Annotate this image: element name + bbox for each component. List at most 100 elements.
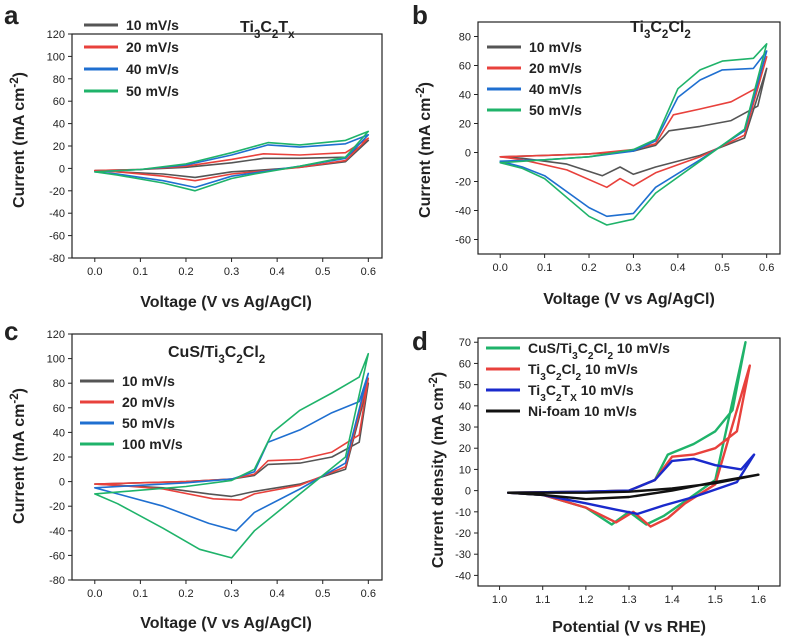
- axes-frame-c: [71, 333, 383, 581]
- y-tick-label-d: 10: [459, 464, 471, 476]
- y-tick-label-b: 20: [459, 119, 471, 131]
- legend-label-c-2: 20 mV/s: [122, 394, 175, 410]
- x-tick-label-c: 0.1: [133, 588, 148, 600]
- y-tick-label-a: 120: [47, 29, 65, 41]
- x-tick-label-a: 0.5: [315, 266, 330, 278]
- legend-label-d-1: CuS/Ti3C2Cl2 10 mV/s: [528, 340, 670, 362]
- y-tick-label-b: -40: [455, 206, 471, 218]
- legend-label-a-4: 50 mV/s: [126, 83, 179, 99]
- y-axis-label-a: Current (mA cm-2): [9, 72, 28, 208]
- x-axis-label-b: Voltage (V vs Ag/AgCl): [543, 291, 715, 308]
- y-tick-label-c: 60: [53, 403, 65, 415]
- x-tick-label-c: 0.2: [178, 588, 193, 600]
- y-tick-label-d: 20: [459, 443, 471, 455]
- axes-frame-a: [71, 33, 383, 259]
- y-tick-label-a: 40: [53, 119, 65, 131]
- plot-area-c: 0.0 0.1 0.2 0.3 0.4 0.5 0.6 -80 -60 -40 -20 0 20 40 60…: [47, 329, 383, 600]
- x-axis-label-a: Voltage (V vs Ag/AgCl): [140, 294, 312, 311]
- x-tick-label-c: 0.3: [224, 588, 239, 600]
- series-line-a-2: [94, 137, 370, 182]
- y-tick-label-a: -60: [49, 231, 65, 243]
- y-tick-label-b: 60: [459, 61, 471, 73]
- x-tick-label-b: 0.0: [493, 262, 508, 274]
- legend-label-d-2: Ti3C2Cl2 10 mV/s: [528, 361, 638, 383]
- panel-label-c: c: [4, 316, 18, 346]
- series-line-a-3: [94, 134, 370, 189]
- x-tick-label-d: 1.4: [664, 594, 679, 606]
- x-tick-label-b: 0.3: [626, 262, 641, 274]
- x-tick-label-a: 0.6: [361, 266, 376, 278]
- y-tick-label-d: 50: [459, 380, 471, 392]
- panel-a: a Ti3C2Tx Voltage (V vs Ag/AgCl) Current…: [4, 0, 312, 311]
- legend-label-c-1: 10 mV/s: [122, 373, 175, 389]
- x-tick-label-b: 0.5: [715, 262, 730, 274]
- y-axis-label-d: Current density (mA cm-2): [428, 372, 447, 568]
- x-tick-label-a: 0.4: [269, 266, 284, 278]
- x-tick-label-d: 1.1: [535, 594, 550, 606]
- panel-title-a: Ti3C2Tx: [240, 19, 295, 41]
- axes-frame-b: [477, 21, 781, 255]
- legend-label-d-4: Ni-foam 10 mV/s: [528, 403, 637, 419]
- legend-label-b-3: 40 mV/s: [529, 81, 582, 97]
- x-tick-label-b: 0.2: [581, 262, 596, 274]
- y-tick-label-a: -40: [49, 208, 65, 220]
- x-tick-label-d: 1.6: [751, 594, 766, 606]
- panel-title-a-text: Ti3C2Tx: [240, 19, 295, 41]
- y-tick-label-a: 80: [53, 74, 65, 86]
- x-axis-label-c: Voltage (V vs Ag/AgCl): [140, 615, 312, 632]
- series-line-d-4: [507, 473, 760, 501]
- y-tick-label-b: 0: [465, 148, 471, 160]
- y-axis-label-b: Current (mA cm-2): [415, 82, 434, 218]
- x-tick-label-d: 1.2: [578, 594, 593, 606]
- x-tick-label-c: 0.0: [87, 588, 102, 600]
- legend-label-c-3: 50 mV/s: [122, 415, 175, 431]
- y-tick-label-d: 60: [459, 358, 471, 370]
- panel-d: d Potential (V vs RHE) Current density (…: [412, 326, 706, 636]
- panel-title-c: CuS/Ti3C2Cl2: [168, 344, 265, 366]
- y-tick-label-d: 70: [459, 337, 471, 349]
- x-tick-label-a: 0.2: [178, 266, 193, 278]
- y-tick-label-d: -20: [455, 528, 471, 540]
- series-line-c-4: [94, 352, 370, 559]
- series-line-b-3: [499, 50, 768, 218]
- series-line-a-1: [94, 139, 370, 179]
- panel-label-a: a: [4, 0, 19, 30]
- legend-label-b-2: 20 mV/s: [529, 60, 582, 76]
- plot-area-d: 1.0 1.1 1.2 1.3 1.4 1.5 1.6 -40 -30 -20 -10 0 10 20 30…: [455, 337, 781, 606]
- y-tick-label-c: -80: [49, 575, 65, 587]
- x-tick-label-c: 0.5: [315, 588, 330, 600]
- y-tick-label-b: -20: [455, 177, 471, 189]
- y-tick-label-a: 0: [59, 163, 65, 175]
- y-tick-label-c: 120: [47, 329, 65, 341]
- y-tick-label-c: -20: [49, 501, 65, 513]
- x-tick-label-a: 0.3: [224, 266, 239, 278]
- series-line-a-4: [94, 130, 370, 192]
- y-tick-label-a: 100: [47, 51, 65, 63]
- legend-label-d-3: Ti3C2TX 10 mV/s: [528, 382, 634, 404]
- y-tick-label-b: -60: [455, 235, 471, 247]
- y-tick-label-d: -40: [455, 570, 471, 582]
- series-line-b-4: [499, 43, 768, 226]
- panel-title-b: Ti3C2Cl2: [630, 19, 691, 41]
- x-tick-label-a: 0.0: [87, 266, 102, 278]
- legend-label-a-1: 10 mV/s: [126, 17, 179, 33]
- panel-c: c CuS/Ti3C2Cl2 Voltage (V vs Ag/AgCl) Cu…: [4, 316, 312, 632]
- x-tick-label-d: 1.3: [621, 594, 636, 606]
- x-tick-label-d: 1.0: [492, 594, 507, 606]
- legend-label-a-2: 20 mV/s: [126, 39, 179, 55]
- x-tick-label-a: 0.1: [133, 266, 148, 278]
- panel-b: b Ti3C2Cl2 Voltage (V vs Ag/AgCl) Curren…: [412, 0, 715, 308]
- y-tick-label-c: 80: [53, 378, 65, 390]
- panel-label-d: d: [412, 326, 428, 356]
- x-tick-label-b: 0.4: [670, 262, 685, 274]
- y-tick-label-c: -40: [49, 526, 65, 538]
- series-line-c-3: [94, 372, 370, 532]
- x-axis-label-d: Potential (V vs RHE): [552, 619, 706, 636]
- y-tick-label-d: 30: [459, 422, 471, 434]
- plot-area-b: 0.0 0.1 0.2 0.3 0.4 0.5 0.6 -60 -40 -20 0 20 40 60 80 1…: [455, 21, 781, 274]
- x-tick-label-b: 0.1: [537, 262, 552, 274]
- legend-label-b-4: 50 mV/s: [529, 102, 582, 118]
- legend-label-b-1: 10 mV/s: [529, 39, 582, 55]
- y-tick-label-c: 20: [53, 452, 65, 464]
